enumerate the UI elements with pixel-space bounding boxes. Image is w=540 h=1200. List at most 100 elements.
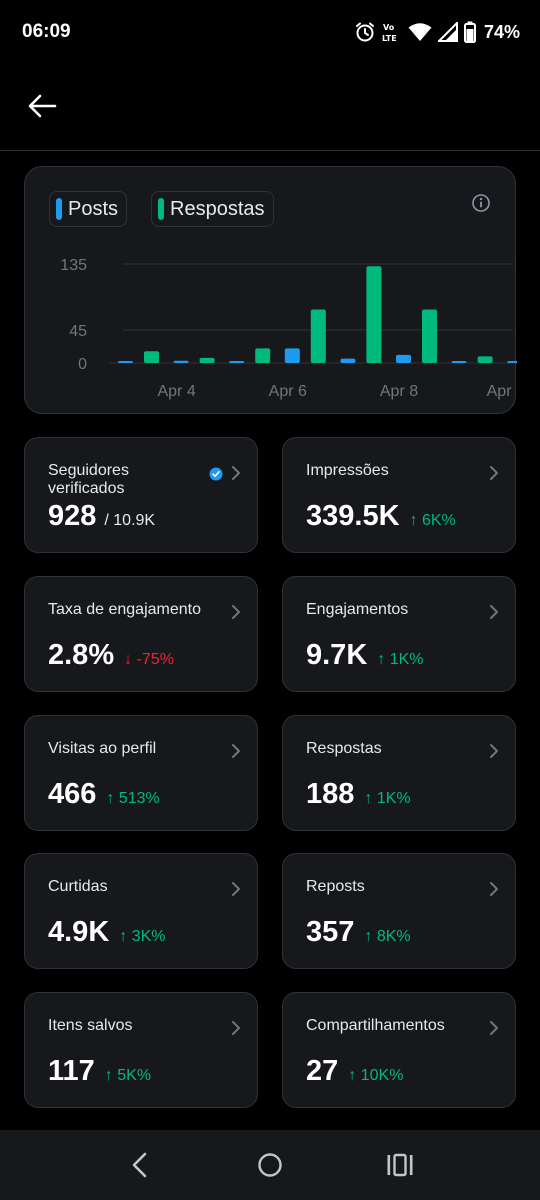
bar-respostas-apr-8[interactable]: [422, 309, 437, 363]
metric-value: 2.8%: [48, 639, 115, 671]
metric-tile-taxa-de-engajamento[interactable]: Taxa de engajamento 2.8% ↓ -75%: [24, 576, 258, 692]
metric-value-row: 117 ↑ 5K%: [48, 1055, 151, 1088]
chevron-right-icon: [232, 466, 240, 480]
metric-value-row: 466 ↑ 513%: [48, 778, 160, 811]
metric-label: Taxa de engajamento: [48, 601, 201, 618]
metric-value-row: 4.9K ↑ 3K%: [48, 916, 166, 949]
bar-posts-apr-7[interactable]: [340, 358, 356, 363]
bar-posts-apr-3[interactable]: [118, 361, 133, 363]
bar-respostas-apr-7[interactable]: [366, 266, 382, 363]
bar-posts-apr-8[interactable]: [396, 354, 411, 363]
y-tick-label: 135: [60, 257, 87, 274]
metric-delta-value: -75%: [136, 651, 174, 668]
nav-back-button[interactable]: [122, 1150, 158, 1180]
metric-value: 339.5K: [306, 500, 400, 532]
metric-value-row: 2.8% ↓ -75%: [48, 639, 174, 672]
bar-posts-apr-9[interactable]: [451, 361, 467, 363]
arrow-up-icon: ↑: [106, 790, 115, 807]
bar-respostas-apr-9[interactable]: [477, 356, 493, 363]
metric-tile-seguidores-verificados[interactable]: Seguidores verificados 928 / 10.9K: [24, 437, 258, 553]
nav-home-icon: [258, 1153, 282, 1177]
status-time: 06:09: [22, 21, 71, 42]
verified-badge-icon: [209, 467, 223, 481]
y-tick-label: 45: [69, 323, 87, 340]
metric-value: 188: [306, 778, 355, 810]
nav-recents-icon: [387, 1153, 413, 1177]
metric-value: 27: [306, 1055, 339, 1087]
legend-respostas[interactable]: Respostas: [151, 191, 274, 227]
bar-posts-apr-5[interactable]: [229, 361, 245, 363]
svg-text:Vo: Vo: [383, 23, 395, 32]
bar-posts-apr-4[interactable]: [173, 360, 189, 363]
legend-posts-label: Posts: [68, 197, 119, 220]
metric-delta: ↑ 6K%: [410, 512, 456, 530]
metric-delta-value: 1K%: [376, 790, 411, 807]
legend-posts-swatch: [56, 198, 62, 220]
metric-label: Curtidas: [48, 878, 108, 895]
metric-label: Seguidores verificados: [48, 462, 129, 497]
bar-respostas-apr-3[interactable]: [144, 351, 159, 363]
arrow-up-icon: ↑: [377, 651, 386, 668]
arrow-up-icon: ↑: [119, 928, 128, 945]
chevron-right-icon: [232, 605, 240, 619]
info-icon[interactable]: [471, 193, 491, 213]
metric-total: / 10.9K: [104, 512, 156, 529]
metric-label: Reposts: [306, 878, 365, 895]
x-tick-label: Apr 4: [157, 383, 195, 400]
metric-value-row: 27 ↑ 10K%: [306, 1055, 403, 1088]
metric-tile-visitas-ao-perfil[interactable]: Visitas ao perfil 466 ↑ 513%: [24, 715, 258, 831]
metric-tile-itens-salvos[interactable]: Itens salvos 117 ↑ 5K%: [24, 992, 258, 1108]
status-icons: Vo LTE 74%: [354, 20, 520, 44]
metric-value-row: 357 ↑ 8K%: [306, 916, 411, 949]
bar-respostas-apr-6[interactable]: [310, 309, 326, 363]
arrow-up-icon: ↑: [409, 512, 418, 529]
system-nav-bar: [0, 1130, 540, 1200]
x-tick-label: Apr 8: [380, 383, 418, 400]
activity-chart-card: Posts Respostas 0 45 135 Apr 4 Apr 6 Apr 8 Apr…: [24, 166, 517, 414]
metric-tile-reposts[interactable]: Reposts 357 ↑ 8K%: [282, 853, 516, 969]
x-tick-label: Apr 10: [487, 383, 517, 400]
metric-delta-value: 6K%: [421, 512, 456, 529]
metric-delta: ↑ 1K%: [377, 651, 423, 669]
metric-delta-value: 1K%: [389, 651, 424, 668]
metric-value: 117: [48, 1055, 95, 1087]
metric-delta: ↑ 3K%: [119, 928, 165, 946]
legend-posts[interactable]: Posts: [49, 191, 128, 227]
bar-posts-apr-6[interactable]: [284, 348, 300, 363]
metric-value: 466: [48, 778, 97, 810]
metric-tile-compartilhamentos[interactable]: Compartilhamentos 27 ↑ 10K%: [282, 992, 516, 1108]
metric-tile-respostas[interactable]: Respostas 188 ↑ 1K%: [282, 715, 516, 831]
metric-delta: ↑ 1K%: [364, 790, 410, 808]
metric-value: 9.7K: [306, 639, 368, 671]
metric-delta: ↑ 513%: [106, 790, 159, 808]
chevron-right-icon: [490, 744, 498, 758]
nav-back-icon: [132, 1152, 147, 1178]
nav-home-button[interactable]: [252, 1150, 288, 1180]
metric-delta: ↑ 5K%: [105, 1067, 151, 1085]
chevron-right-icon: [232, 744, 240, 758]
nav-recents-button[interactable]: [382, 1150, 418, 1180]
metric-tile-engajamentos[interactable]: Engajamentos 9.7K ↑ 1K%: [282, 576, 516, 692]
metric-delta-value: 513%: [118, 790, 160, 807]
battery-icon: [463, 21, 476, 43]
bar-respostas-apr-4[interactable]: [199, 357, 215, 363]
metric-label: Engajamentos: [306, 601, 409, 618]
chevron-right-icon: [490, 1021, 498, 1035]
metric-delta: ↑ 8K%: [364, 928, 410, 946]
arrow-down-icon: ↓: [124, 651, 133, 668]
bar-posts-apr-10[interactable]: [507, 361, 517, 363]
bar-respostas-apr-5[interactable]: [255, 348, 271, 363]
metric-delta-value: 3K%: [131, 928, 166, 945]
chevron-right-icon: [490, 466, 498, 480]
chevron-right-icon: [490, 882, 498, 896]
metric-value: 357: [306, 916, 355, 948]
metric-tile-impressoes[interactable]: Impressões 339.5K ↑ 6K%: [282, 437, 516, 553]
x-tick-label: Apr 6: [269, 383, 307, 400]
metric-value-row: 339.5K ↑ 6K%: [306, 500, 456, 533]
status-bar: 06:09 Vo LTE 74%: [0, 0, 540, 64]
metric-delta: ↓ -75%: [124, 651, 174, 669]
arrow-up-icon: ↑: [348, 1067, 357, 1084]
back-button[interactable]: [24, 88, 60, 124]
wifi-icon: [408, 23, 432, 41]
metric-tile-curtidas[interactable]: Curtidas 4.9K ↑ 3K%: [24, 853, 258, 969]
